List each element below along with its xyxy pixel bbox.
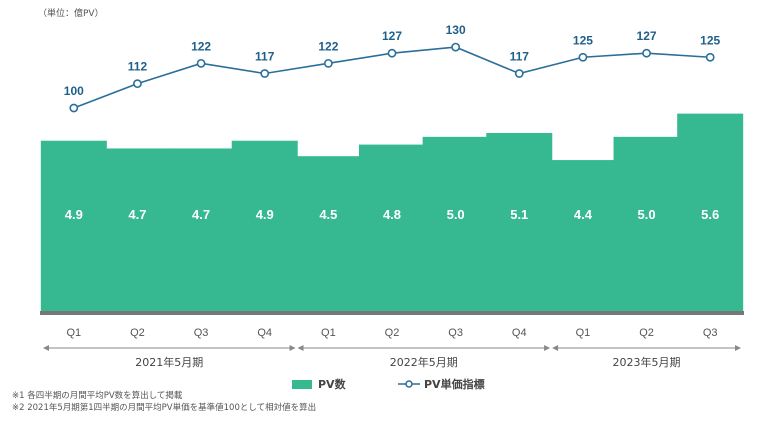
line-point-6 <box>451 42 461 52</box>
line-point-1 <box>133 79 142 89</box>
line-point-5 <box>387 48 397 58</box>
x-tick-label-3: Q4 <box>257 327 272 339</box>
line-point-4 <box>323 58 333 68</box>
bar-value-label-4: 4.5 <box>319 207 337 222</box>
period-label-2022: 2022年5月期 <box>389 356 458 369</box>
footnote-2: ※2 2021年5月期第1四半期の月間平均PV単価を基準値100として相対値を算… <box>12 403 317 413</box>
unit-label: （単位：億PV） <box>38 9 104 19</box>
line-point-0 <box>69 103 79 113</box>
legend-line-label: PV単価指標 <box>424 378 485 391</box>
bar-1 <box>104 148 171 311</box>
x-tick-label-6: Q3 <box>448 327 463 339</box>
line-value-label-2: 122 <box>191 39 211 53</box>
line-value-label-3: 117 <box>255 49 275 63</box>
period-label-2021: 2021年5月期 <box>135 356 204 369</box>
x-tick-label-1: Q2 <box>130 327 145 339</box>
bar-value-label-9: 5.0 <box>638 207 656 222</box>
bar-value-label-6: 5.0 <box>447 207 465 222</box>
bar-value-label-10: 5.6 <box>701 207 719 222</box>
bar-10 <box>677 113 744 311</box>
line-value-label-4: 122 <box>318 39 338 53</box>
footnote-1: ※1 各四半期の月間平均PV数を算出して掲載 <box>12 391 183 401</box>
bar-value-label-5: 4.8 <box>383 207 401 222</box>
bar-value-label-1: 4.7 <box>128 207 146 222</box>
line-value-label-6: 130 <box>446 23 466 37</box>
period-label-2023: 2023年5月期 <box>612 356 681 369</box>
bar-value-label-8: 4.4 <box>574 207 593 222</box>
legend-bar-label: PV数 <box>318 378 346 391</box>
legend-bar: PV数 <box>292 376 346 392</box>
axis-layer: Q1 Q2 Q3 Q4 Q1 Q2 Q3 Q4 Q1 Q2 Q3 <box>40 311 744 351</box>
bar-value-label-3: 4.9 <box>256 207 274 222</box>
bar-8 <box>549 160 616 311</box>
bars-layer: 4.9 4.7 4.7 4.9 4.5 4.8 5.0 5.1 4.4 5.0 5.6 <box>40 113 744 311</box>
bar-2 <box>168 148 235 311</box>
period-arrow-right-1 <box>544 345 551 351</box>
x-tick-label-5: Q2 <box>385 327 400 339</box>
line-value-label-7: 117 <box>510 49 530 63</box>
x-tick-label-4: Q1 <box>321 327 336 339</box>
bar-6 <box>422 136 489 311</box>
x-tick-label-0: Q1 <box>66 327 81 339</box>
x-tick-label-2: Q3 <box>194 327 209 339</box>
line-point-9 <box>642 48 651 58</box>
legend-bar-swatch <box>292 379 312 389</box>
bar-value-label-2: 4.7 <box>192 207 210 222</box>
line-value-label-9: 127 <box>637 29 657 43</box>
legend-line: PV単価指標 <box>398 376 485 392</box>
line-point-8 <box>578 52 588 62</box>
line-point-10 <box>705 52 715 62</box>
line-value-label-8: 125 <box>573 33 593 47</box>
x-tick-label-9: Q2 <box>639 327 654 339</box>
line-point-7 <box>514 69 524 78</box>
bar-5 <box>359 144 425 311</box>
period-arrow-left-2 <box>552 345 559 351</box>
baseline <box>40 311 744 315</box>
period-arrow-left-0 <box>43 345 49 351</box>
bar-value-label-7: 5.1 <box>510 207 528 222</box>
footnotes: ※1 各四半期の月間平均PV数を算出して掲載 ※2 2021年5月期第1四半期の… <box>12 390 316 414</box>
bar-value-label-0: 4.9 <box>65 207 83 222</box>
bar-4 <box>295 156 362 311</box>
line-point-3 <box>260 69 270 78</box>
line-point-2 <box>196 58 206 68</box>
legend-line-icon <box>398 380 420 388</box>
line-value-label-0: 100 <box>64 84 84 98</box>
x-tick-label-7: Q4 <box>512 327 527 339</box>
bar-0 <box>40 140 107 311</box>
x-tick-label-10: Q3 <box>703 327 718 339</box>
line-value-label-10: 125 <box>700 33 720 47</box>
bar-9 <box>613 136 680 311</box>
period-arrow-right-2 <box>735 345 741 351</box>
bar-3 <box>231 140 298 311</box>
bar-7 <box>486 132 553 311</box>
period-arrow-right-0 <box>289 345 296 351</box>
x-tick-label-8: Q1 <box>576 327 591 339</box>
line-value-label-5: 127 <box>382 29 402 43</box>
line-layer: 100 112 122 117 122 127 130 117 125 127 125 <box>64 23 721 113</box>
line-value-label-1: 112 <box>128 60 148 74</box>
period-arrow-left-1 <box>297 345 304 351</box>
